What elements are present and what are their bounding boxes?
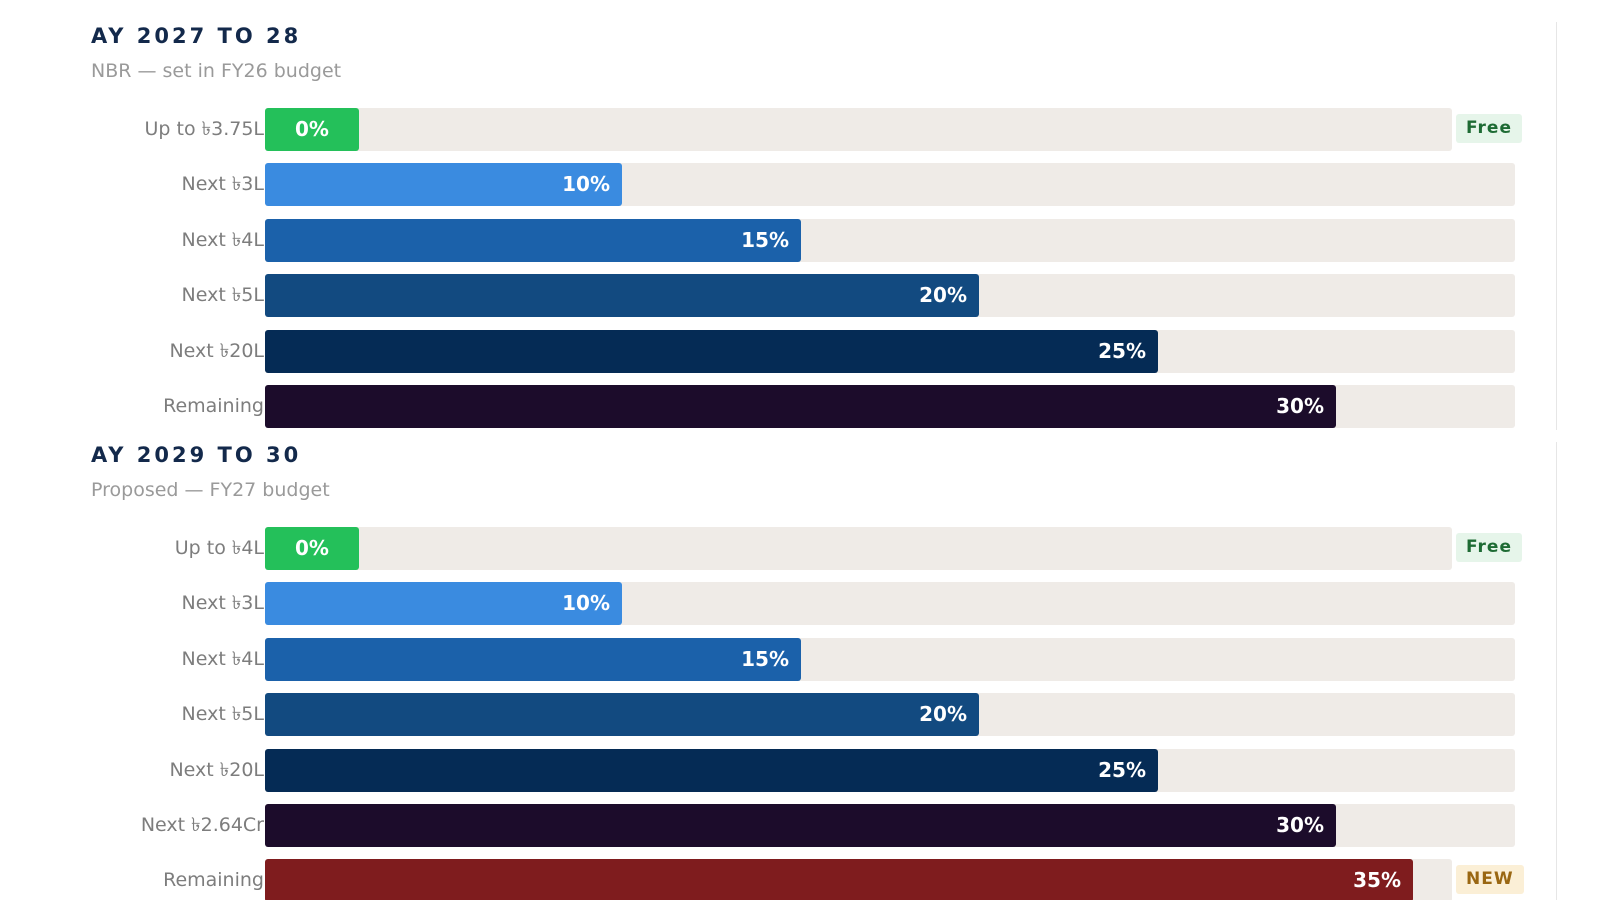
rate-label: 0%	[295, 117, 329, 141]
category-label: Next ৳3L	[181, 173, 264, 196]
rate-label: 25%	[1098, 757, 1146, 782]
rate-label: 30%	[1276, 394, 1324, 418]
chart-title: AY 2027 TO 28	[91, 24, 302, 48]
category-label: Up to ৳4L	[174, 537, 264, 559]
bar-fill	[265, 527, 359, 570]
bar-row: Next ৳5L 20%	[0, 693, 1600, 737]
free-badge: Free	[1456, 114, 1522, 143]
rate-label: 35%	[1353, 868, 1401, 893]
bar-row: Remaining 35% NEW	[0, 859, 1600, 900]
bar-track	[265, 527, 1452, 570]
bar-fill	[265, 804, 1336, 847]
rate-label: 0%	[295, 536, 329, 560]
category-label: Next ৳20L	[169, 339, 264, 362]
rate-label: 20%	[919, 702, 967, 727]
bar-row: Next ৳3L 10%	[0, 582, 1600, 626]
bar-fill	[265, 274, 979, 318]
divider-line-top	[1556, 22, 1557, 430]
bar-row: Next ৳2.64Cr 30%	[0, 804, 1600, 847]
bar-fill	[265, 582, 622, 626]
chart-title: AY 2029 TO 30	[91, 443, 302, 467]
bar-fill	[265, 218, 801, 262]
category-label: Next ৳4L	[181, 228, 264, 251]
bar-fill	[265, 748, 1158, 792]
rate-label: 15%	[741, 227, 789, 252]
rate-label: 25%	[1098, 338, 1146, 363]
category-label: Remaining	[163, 395, 264, 417]
new-badge: NEW	[1456, 865, 1524, 895]
bar-track	[265, 108, 1452, 151]
bar-fill	[265, 329, 1158, 373]
category-label: Remaining	[163, 869, 264, 892]
category-label: Up to ৳3.75L	[144, 118, 264, 140]
bar-row: Remaining 30%	[0, 385, 1600, 428]
bar-row: Up to ৳4L 0% Free	[0, 527, 1600, 570]
bar-row: Next ৳5L 20%	[0, 274, 1600, 318]
bar-fill	[265, 385, 1336, 428]
free-badge: Free	[1456, 533, 1522, 562]
bar-row: Next ৳3L 10%	[0, 163, 1600, 207]
bar-fill	[265, 859, 1413, 900]
category-label: Next ৳2.64Cr	[140, 814, 264, 836]
chart-subtitle: Proposed — FY27 budget	[91, 479, 330, 501]
rate-label: 15%	[741, 646, 789, 671]
rate-label: 10%	[562, 172, 610, 197]
bar-fill	[265, 108, 359, 151]
category-label: Next ৳3L	[181, 592, 264, 615]
bar-row: Up to ৳3.75L 0% Free	[0, 108, 1600, 151]
rate-label: 10%	[562, 591, 610, 616]
bar-row: Next ৳4L 15%	[0, 218, 1600, 262]
rate-label: 20%	[919, 283, 967, 308]
bar-fill	[265, 637, 801, 681]
bar-fill	[265, 163, 622, 207]
category-label: Next ৳4L	[181, 647, 264, 670]
divider-line-bottom	[1556, 442, 1557, 900]
chart-subtitle: NBR — set in FY26 budget	[91, 60, 342, 82]
category-label: Next ৳5L	[181, 284, 264, 307]
rate-label: 30%	[1276, 813, 1324, 837]
bar-fill	[265, 693, 979, 737]
bar-row: Next ৳4L 15%	[0, 637, 1600, 681]
bar-row: Next ৳20L 25%	[0, 329, 1600, 373]
bar-row: Next ৳20L 25%	[0, 748, 1600, 792]
category-label: Next ৳5L	[181, 703, 264, 726]
category-label: Next ৳20L	[169, 758, 264, 781]
